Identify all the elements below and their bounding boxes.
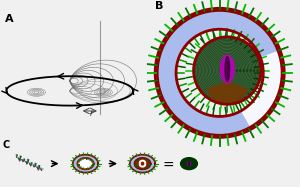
Text: C: C [2,140,10,150]
Ellipse shape [220,55,234,83]
Circle shape [135,158,150,169]
Text: r: r [89,109,93,118]
Wedge shape [239,51,284,128]
Circle shape [78,158,93,169]
Text: B: B [155,1,163,11]
Wedge shape [207,82,248,103]
Ellipse shape [188,162,190,165]
Text: A: A [5,14,14,24]
Ellipse shape [225,57,230,81]
Circle shape [181,158,197,170]
Ellipse shape [188,162,190,166]
Text: =: = [162,159,174,173]
